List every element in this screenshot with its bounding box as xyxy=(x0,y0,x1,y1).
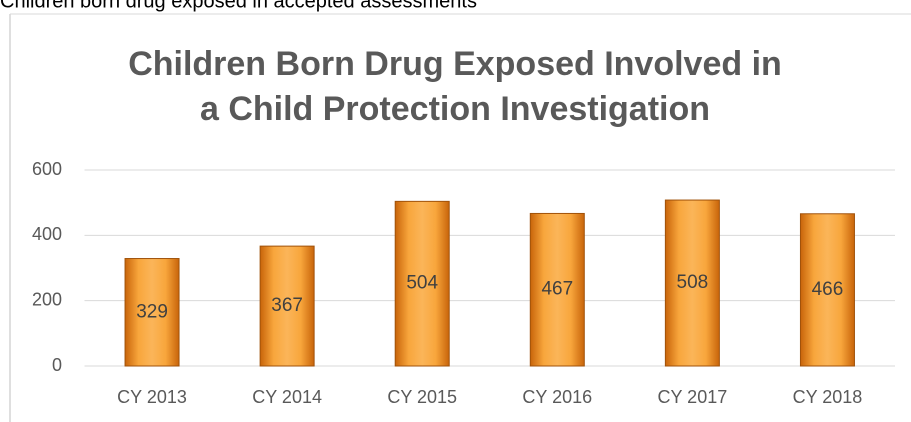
y-tick-label: 0 xyxy=(52,355,62,375)
x-tick-label: CY 2018 xyxy=(793,387,863,407)
bar xyxy=(394,200,450,367)
bar xyxy=(664,199,720,367)
y-tick-label: 400 xyxy=(32,224,62,244)
bar xyxy=(124,258,180,367)
bar xyxy=(529,212,585,367)
x-tick-label: CY 2014 xyxy=(252,387,322,407)
caption: Children born drug exposed in accepted a… xyxy=(0,0,477,12)
value-label: 504 xyxy=(406,273,438,294)
x-tick-label: CY 2017 xyxy=(658,387,728,407)
x-tick-label: CY 2016 xyxy=(522,387,592,407)
bar xyxy=(259,245,315,367)
x-tick-label: CY 2015 xyxy=(387,387,457,407)
x-tick-label: CY 2013 xyxy=(117,387,187,407)
chart-title: Children Born Drug Exposed Involved in xyxy=(128,45,782,83)
value-label: 329 xyxy=(136,301,168,322)
y-tick-label: 600 xyxy=(32,159,62,179)
value-label: 367 xyxy=(271,295,303,316)
value-label: 467 xyxy=(541,279,573,300)
bar xyxy=(799,213,855,367)
y-tick-label: 200 xyxy=(32,289,62,309)
value-label: 466 xyxy=(812,279,844,300)
value-label: 508 xyxy=(677,272,709,293)
chart-title: a Child Protection Investigation xyxy=(200,90,710,128)
